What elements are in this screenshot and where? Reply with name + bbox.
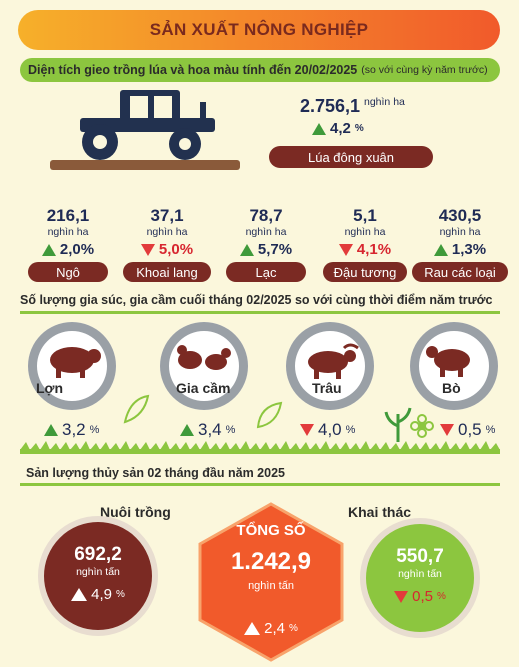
aquaculture-label: Nuôi trồng	[100, 504, 171, 520]
up-arrow-icon	[44, 424, 58, 436]
section-fishery-heading: Sản lượng thủy sản 02 tháng đầu năm 2025	[26, 466, 285, 480]
section-livestock-heading: Số lượng gia súc, gia cầm cuối tháng 02/…	[20, 293, 493, 307]
up-arrow-icon	[433, 243, 448, 256]
up-arrow-icon	[41, 243, 56, 256]
divider	[20, 483, 500, 486]
section-crop-area-heading: Diện tích gieo trồng lúa và hoa màu tính…	[20, 58, 500, 82]
total-hexagon	[198, 502, 344, 662]
buffalo-icon	[308, 343, 359, 379]
rice-pct: 4,2%	[312, 120, 364, 137]
grass-divider	[20, 441, 500, 454]
total-unit: nghìn tấn	[248, 580, 294, 592]
animal-name-cow: Bò	[442, 380, 461, 396]
up-arrow-icon	[244, 622, 261, 635]
crop-item-sweet-potato: 37,1 nghìn ha 5,0% Khoai lang	[119, 206, 215, 282]
down-arrow-icon	[300, 424, 314, 436]
cow-circle	[410, 322, 498, 410]
aquaculture-circle: 692,2 nghìn tấn 4,9%	[38, 516, 158, 636]
flower-icon	[410, 414, 434, 438]
pig-icon	[50, 347, 101, 378]
leaf-icon	[123, 394, 150, 424]
capture-label: Khai thác	[348, 504, 412, 520]
crop-item-soybean: 5,1 nghìn ha 4,1% Đậu tương	[317, 206, 413, 282]
leaf-icon	[256, 401, 283, 429]
crop-item-peanut: 78,7 nghìn ha 5,7% Lạc	[218, 206, 314, 282]
animal-name-pig: Lợn	[36, 380, 64, 396]
total-value: 1.242,9	[230, 548, 312, 575]
poultry-pct: 3,4%	[180, 420, 235, 440]
cow-pct: 0,5%	[440, 420, 495, 440]
up-arrow-icon	[180, 424, 194, 436]
cow-icon	[426, 346, 470, 377]
animal-name-poultry: Gia cầm	[176, 380, 231, 396]
rice-label: Lúa đông xuân	[269, 146, 433, 168]
divider	[20, 311, 500, 314]
up-arrow-icon	[239, 243, 254, 256]
crop-item-corn: 216,1 nghìn ha 2,0% Ngô	[20, 206, 116, 282]
plant-icon	[384, 407, 412, 442]
down-arrow-icon	[338, 243, 353, 256]
crop-item-vegetables: 430,5 nghìn ha 1,3% Rau các loại	[410, 206, 510, 282]
rice-unit: nghìn ha	[364, 96, 405, 108]
total-label: TỔNG SỐ	[236, 522, 306, 539]
up-arrow-icon	[71, 588, 88, 601]
tractor-icon	[50, 90, 240, 170]
down-arrow-icon	[140, 243, 155, 256]
animal-name-buffalo: Trâu	[312, 380, 342, 396]
page-title: SẢN XUẤT NÔNG NGHIỆP	[18, 10, 500, 50]
rice-value: 2.756,1	[300, 96, 361, 116]
buffalo-circle	[286, 322, 374, 410]
total-pct: 2,4%	[196, 620, 346, 637]
down-arrow-icon	[440, 424, 454, 436]
poultry-circle	[160, 322, 248, 410]
pig-pct: 3,2%	[44, 420, 99, 440]
capture-circle: 550,7 nghìn tấn 0,5%	[360, 518, 480, 638]
poultry-icon	[177, 345, 231, 370]
down-arrow-icon	[394, 590, 409, 603]
up-arrow-icon	[312, 122, 326, 135]
buffalo-pct: 4,0%	[300, 420, 355, 440]
pig-circle	[28, 322, 116, 410]
